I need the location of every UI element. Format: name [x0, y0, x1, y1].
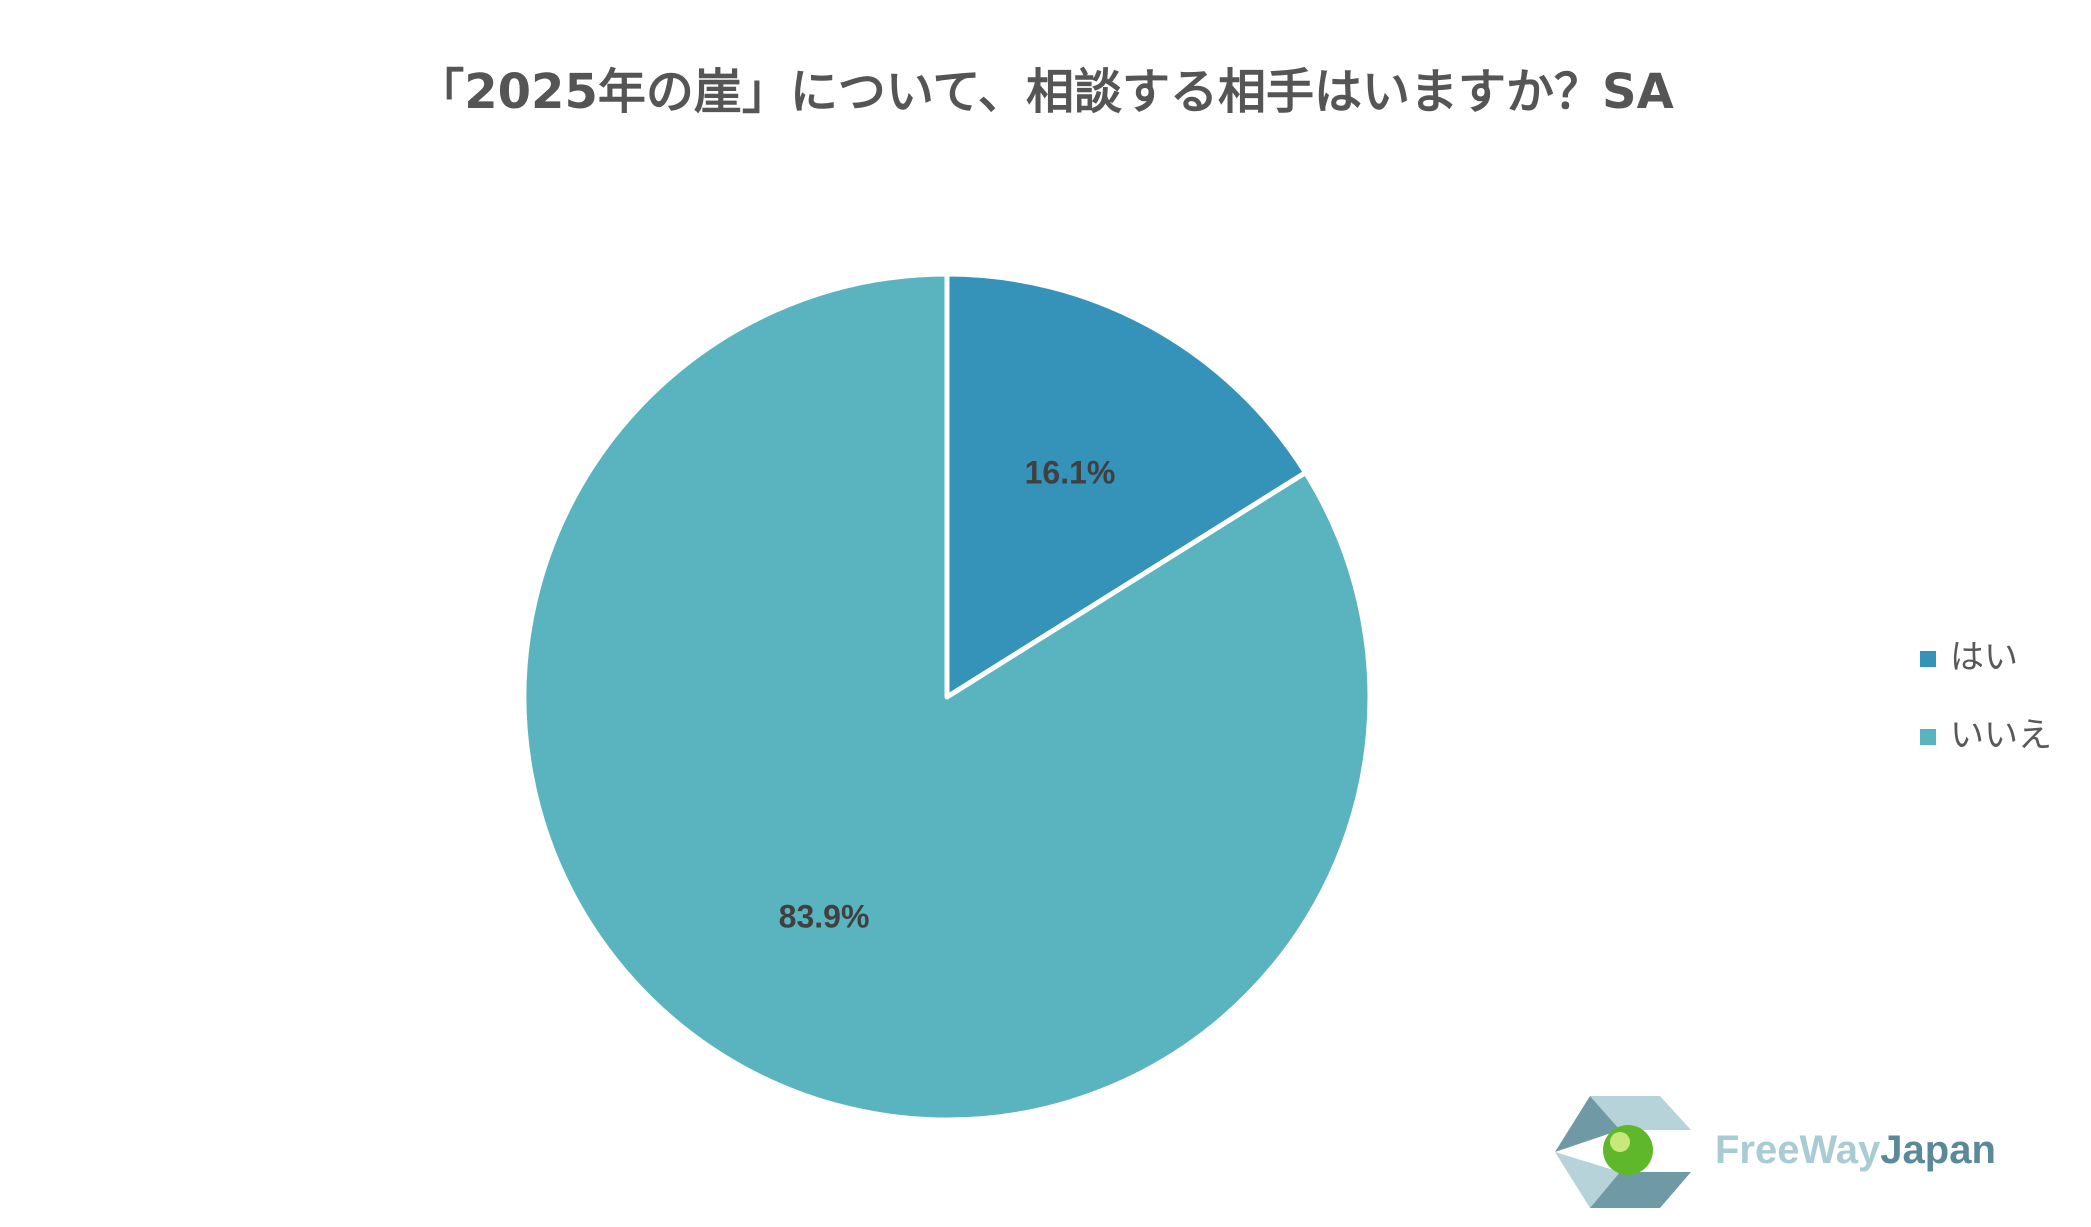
logo-shape	[1590, 1172, 1691, 1208]
legend-label: いいえ	[1950, 716, 2052, 756]
pie-slice	[944, 271, 1309, 700]
logo-shape	[1555, 1152, 1620, 1208]
logo-highlight	[1610, 1132, 1630, 1152]
logo-text: FreeWayJapan	[1715, 1128, 1996, 1172]
legend-swatch	[1920, 729, 1936, 745]
legend-label: はい	[1950, 638, 2018, 678]
logo-text-dark: Japan	[1880, 1128, 1996, 1172]
legend-swatch	[1920, 651, 1936, 667]
logo: FreeWayJapan	[1555, 1096, 1996, 1208]
data-label: 83.9%	[779, 898, 870, 934]
logo-shape	[1590, 1096, 1691, 1130]
logo-shape	[1555, 1096, 1620, 1152]
chart-title: 「2025年の崖」について、相談する相手はいますか？SA	[416, 64, 1673, 120]
pie-slice	[521, 271, 1373, 1123]
logo-text-light: FreeWay	[1715, 1128, 1881, 1172]
logo-ball	[1603, 1125, 1653, 1175]
data-label: 16.1%	[1025, 454, 1116, 490]
